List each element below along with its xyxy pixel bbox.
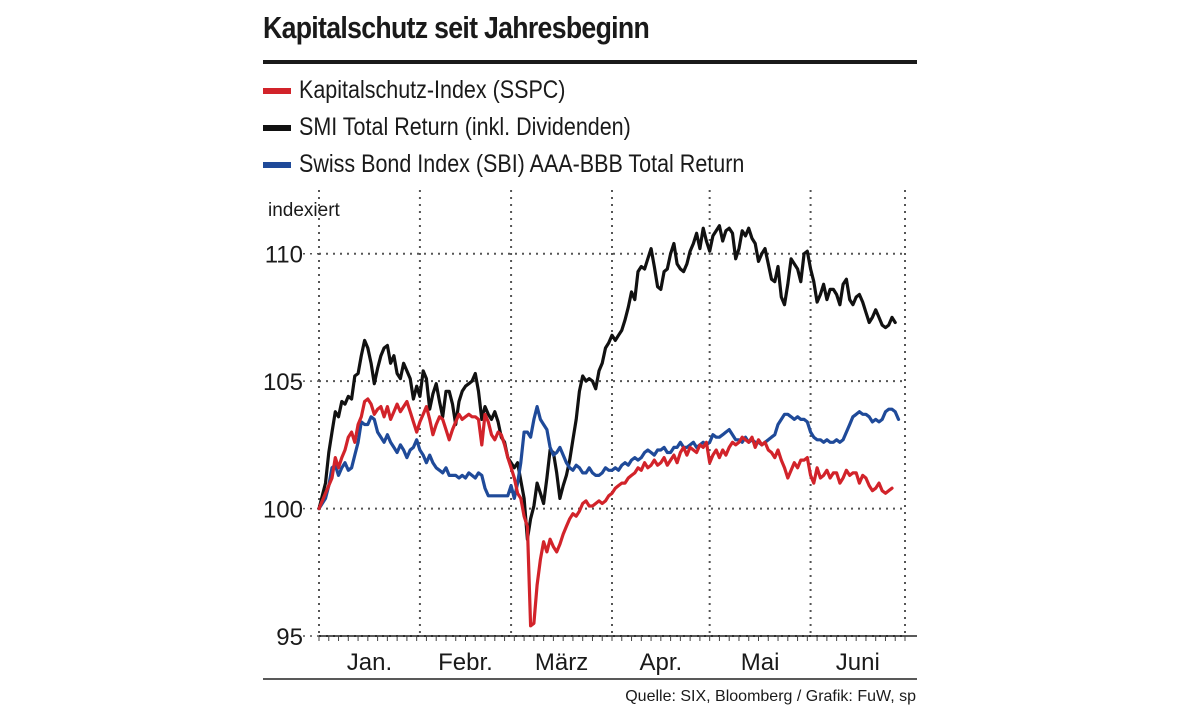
legend-item-kapitalschutz: Kapitalschutz-Index (SSPC) (263, 72, 817, 109)
y-tick-label: 100 (263, 497, 303, 524)
x-month-label: Juni (836, 649, 880, 676)
x-month-label: Apr. (639, 649, 682, 676)
y-tick-label: 105 (263, 369, 303, 396)
title-rule (263, 60, 917, 64)
x-month-label: Febr. (438, 649, 493, 676)
axis-layer (263, 635, 917, 680)
source-credit: Quelle: SIX, Bloomberg / Grafik: FuW, sp (625, 688, 916, 705)
x-month-label: Mai (741, 649, 780, 676)
chart-legend: Kapitalschutz-Index (SSPC) SMI Total Ret… (263, 72, 817, 183)
series-line-kapitalschutz (317, 397, 894, 628)
legend-swatch-smi (263, 124, 291, 131)
series-line-smi (317, 224, 897, 541)
grid-layer (303, 190, 906, 637)
y-axis-unit-label: indexiert (268, 200, 340, 221)
legend-label-sbi: Swiss Bond Index (SBI) AAA-BBB Total Ret… (299, 150, 745, 178)
legend-item-smi: SMI Total Return (inkl. Dividenden) (263, 109, 817, 146)
y-tick-label: 95 (276, 624, 303, 651)
series-line-sbi (317, 405, 901, 511)
legend-swatch-kapitalschutz (263, 87, 291, 94)
legend-swatch-sbi (263, 161, 291, 168)
label-layer: 95 100 105 110 Jan. Febr. März Apr. Mai Juni (263, 242, 880, 676)
x-month-label: Jan. (347, 649, 392, 676)
legend-item-sbi: Swiss Bond Index (SBI) AAA-BBB Total Ret… (263, 146, 817, 183)
y-tick-label: 110 (265, 242, 303, 269)
x-month-label: März (535, 649, 588, 676)
legend-label-smi: SMI Total Return (inkl. Dividenden) (299, 113, 631, 141)
chart-title: Kapitalschutz seit Jahresbeginn (263, 10, 650, 45)
legend-label-kapitalschutz: Kapitalschutz-Index (SSPC) (299, 76, 566, 104)
series-layer (317, 224, 901, 628)
